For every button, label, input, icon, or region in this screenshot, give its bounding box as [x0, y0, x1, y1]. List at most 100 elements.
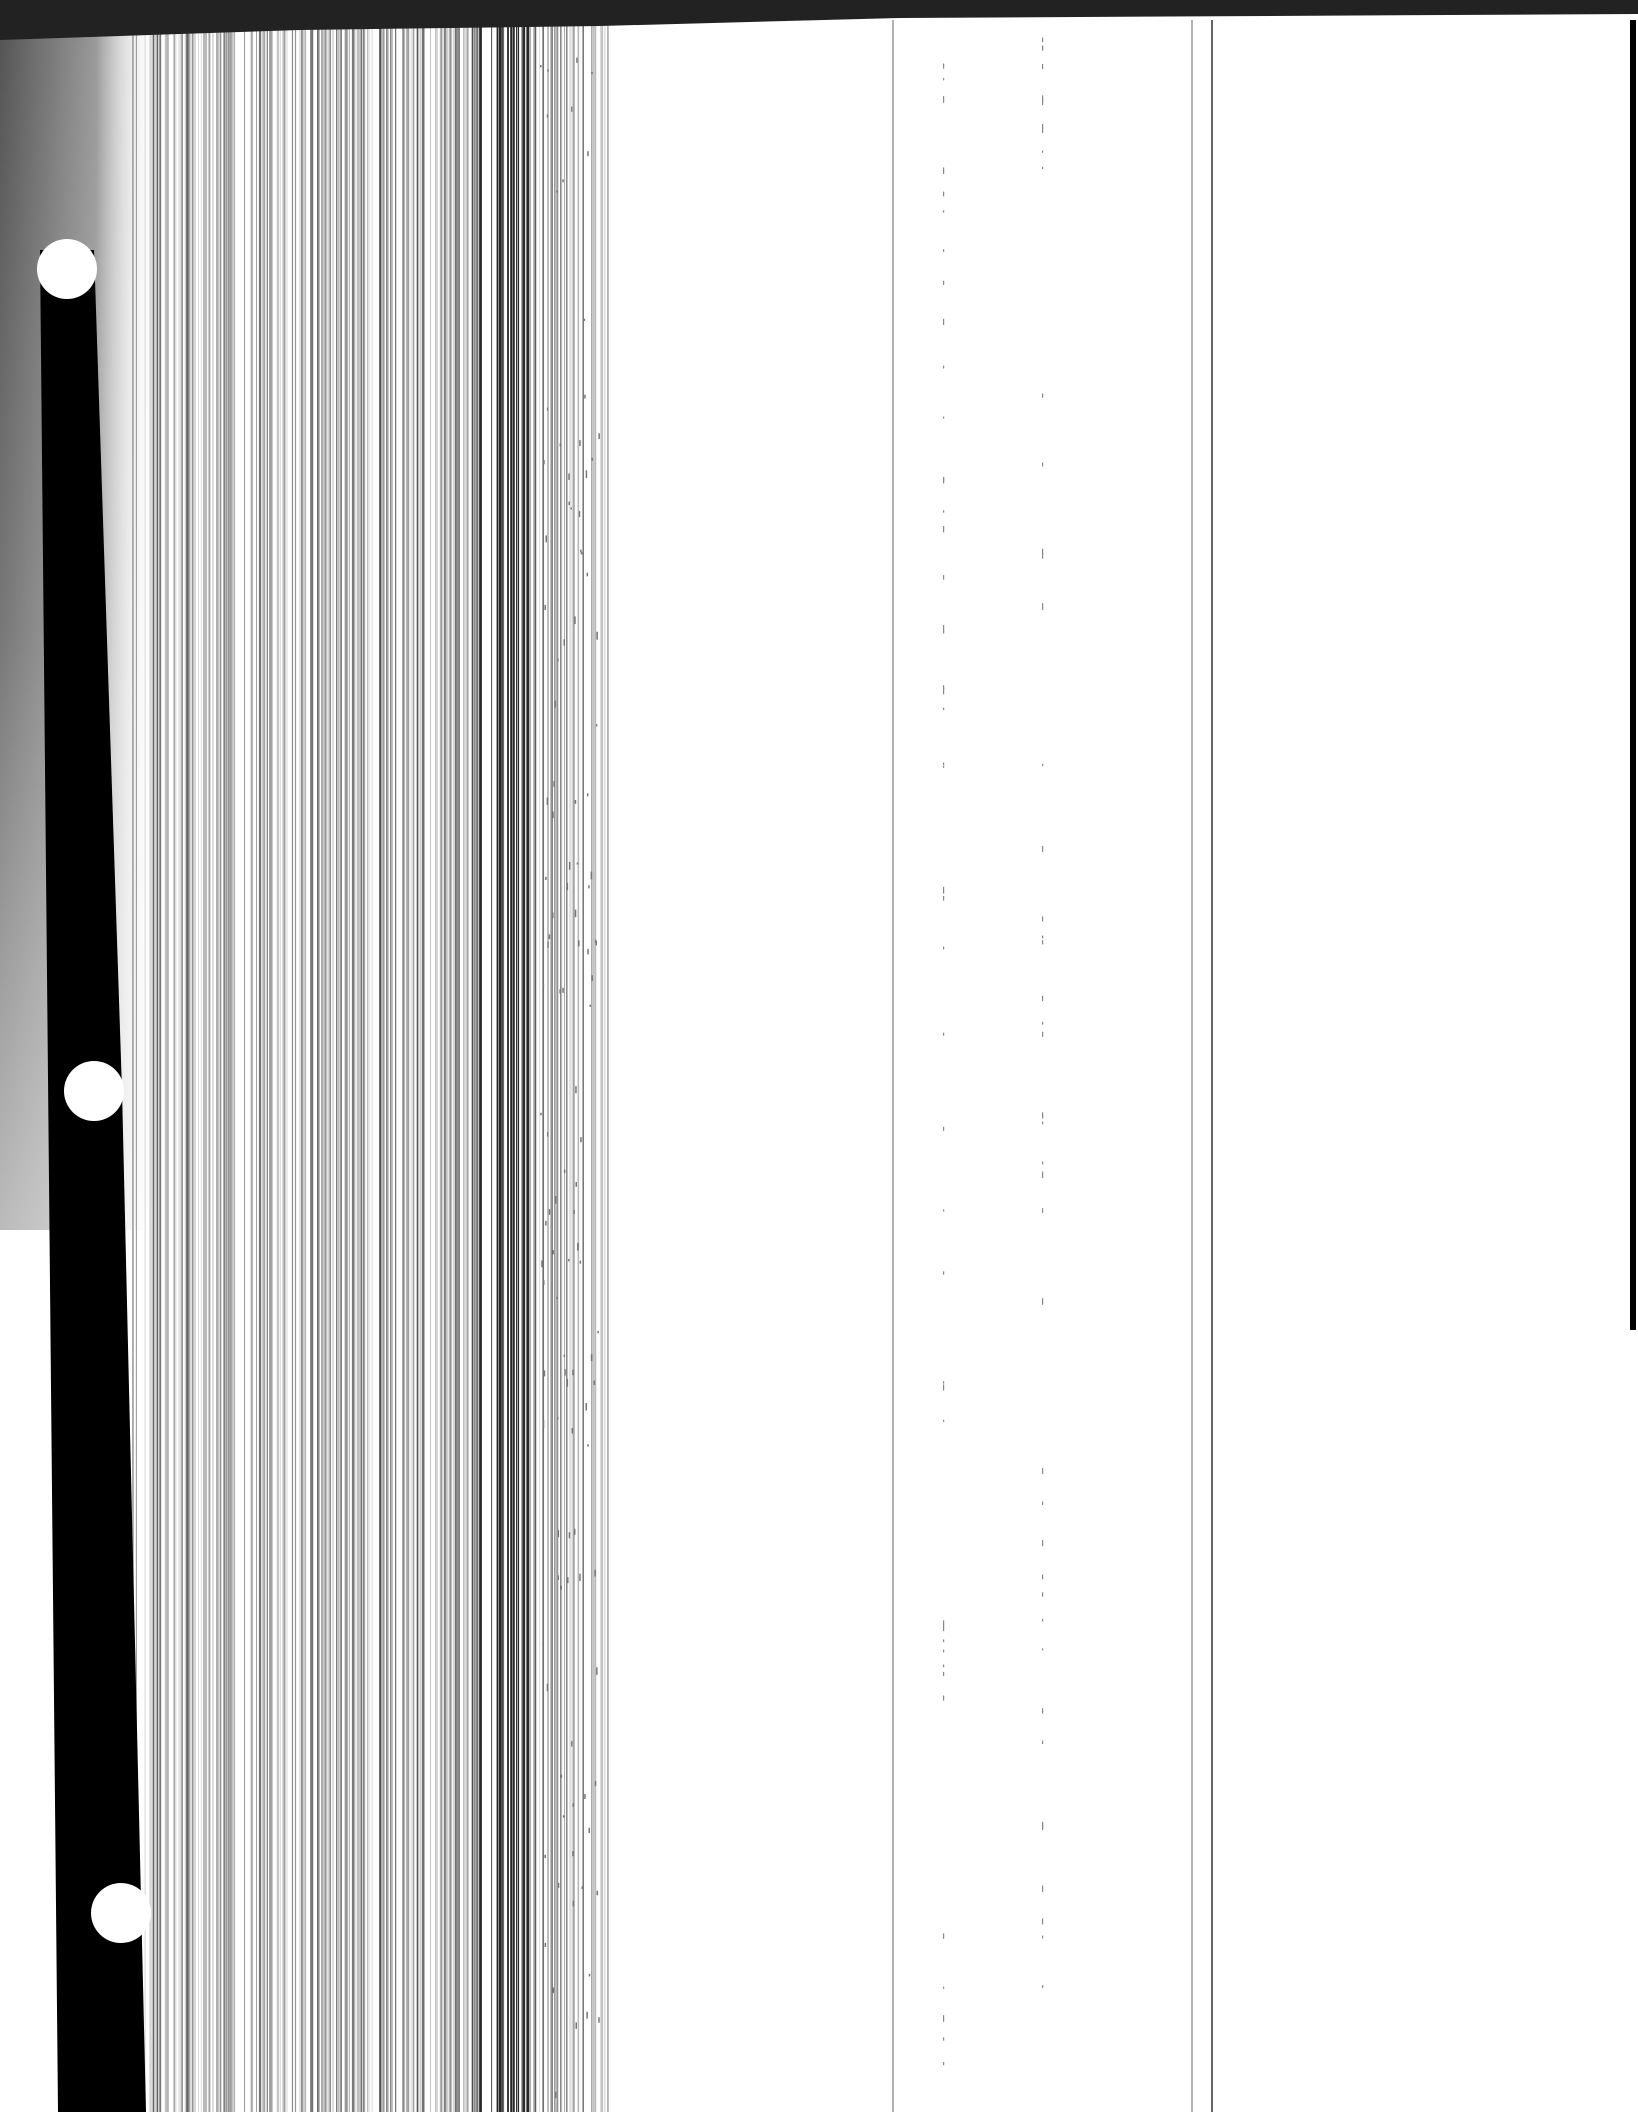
- top-edge: [0, 0, 1638, 40]
- speck: [1042, 95, 1044, 102]
- speck: [562, 1815, 565, 1818]
- speck: [566, 882, 569, 891]
- speck: [563, 639, 565, 646]
- speck: [943, 526, 945, 533]
- speck: [568, 473, 570, 480]
- speck: [580, 549, 582, 553]
- speck: [943, 1649, 945, 1653]
- speck: [587, 1444, 589, 1447]
- speck: [570, 507, 572, 510]
- speck: [943, 167, 945, 174]
- speck: [1042, 45, 1044, 51]
- speck: [571, 106, 573, 112]
- speck: [1042, 98, 1044, 106]
- speck: [1042, 1618, 1044, 1622]
- speck: [574, 909, 577, 918]
- speck: [584, 1794, 586, 1799]
- speck: [574, 800, 577, 804]
- scan-streaks: [132, 20, 1044, 2112]
- speck: [586, 572, 589, 577]
- speck: [543, 1370, 546, 1377]
- speck: [1042, 63, 1044, 70]
- speck: [1042, 1114, 1044, 1118]
- speck: [943, 1624, 945, 1632]
- speck: [547, 941, 549, 948]
- speck: [943, 280, 945, 285]
- speck: [567, 1577, 569, 1584]
- speck: [564, 1369, 566, 1376]
- speck: [540, 1112, 542, 1116]
- speck: [1042, 553, 1044, 559]
- speck: [555, 2091, 557, 2099]
- speck: [1042, 846, 1044, 852]
- speck: [545, 1220, 547, 1226]
- speck: [563, 1354, 566, 1357]
- speck: [943, 2037, 945, 2041]
- punch-hole: [37, 239, 97, 299]
- speck: [577, 1242, 579, 1251]
- speck: [557, 658, 559, 662]
- punch-hole: [64, 1061, 124, 1121]
- speck: [1042, 1985, 1044, 1988]
- speck: [572, 1900, 575, 1907]
- speck: [575, 2022, 577, 2029]
- speck: [1042, 1592, 1044, 1597]
- speck: [943, 63, 945, 69]
- speck: [596, 631, 598, 640]
- speck: [587, 151, 589, 157]
- speck: [559, 989, 561, 994]
- speck: [568, 1259, 570, 1262]
- speck: [543, 460, 545, 465]
- speck: [546, 1683, 549, 1692]
- speck: [943, 896, 945, 901]
- speck: [546, 114, 549, 118]
- speck: [1042, 940, 1044, 945]
- speck: [552, 811, 554, 819]
- speck: [598, 433, 600, 440]
- speck: [591, 71, 593, 75]
- speck: [1042, 1574, 1044, 1580]
- speck: [1042, 1298, 1044, 1305]
- speck: [596, 1667, 598, 1675]
- speck: [1042, 763, 1044, 767]
- speck: [554, 700, 556, 708]
- speck: [943, 629, 945, 634]
- speck: [595, 940, 597, 946]
- speck: [593, 1380, 596, 1385]
- speck: [943, 249, 945, 252]
- speck: [597, 1330, 599, 1334]
- speck: [548, 934, 551, 940]
- speck: [943, 762, 945, 766]
- speck: [943, 78, 945, 81]
- speck: [585, 1403, 587, 1411]
- speck: [1042, 1468, 1044, 1474]
- speck: [1042, 1031, 1044, 1037]
- speck: [1042, 1208, 1044, 1213]
- speck: [943, 1209, 945, 1212]
- speck: [1042, 1885, 1044, 1893]
- speck: [943, 2015, 945, 2022]
- speck: [575, 1182, 577, 1187]
- speck: [1042, 1171, 1044, 1178]
- speck: [594, 1569, 596, 1577]
- speck: [552, 1987, 555, 1993]
- speck: [943, 2062, 945, 2066]
- speck: [943, 765, 945, 768]
- speck: [943, 1620, 945, 1626]
- speck: [581, 1886, 583, 1889]
- speck: [556, 190, 558, 193]
- speck: [943, 318, 945, 325]
- speck: [574, 1528, 576, 1535]
- speck: [1042, 1121, 1044, 1125]
- speck: [943, 477, 945, 484]
- speck: [588, 1827, 590, 1833]
- speck: [1042, 1540, 1044, 1547]
- speck: [1042, 123, 1044, 129]
- speck: [1042, 995, 1044, 1002]
- speck: [943, 1419, 945, 1422]
- right-edge: [1630, 20, 1636, 1330]
- speck: [589, 1004, 591, 1007]
- speck: [590, 1354, 593, 1362]
- speck: [943, 210, 945, 213]
- speck: [1042, 37, 1044, 43]
